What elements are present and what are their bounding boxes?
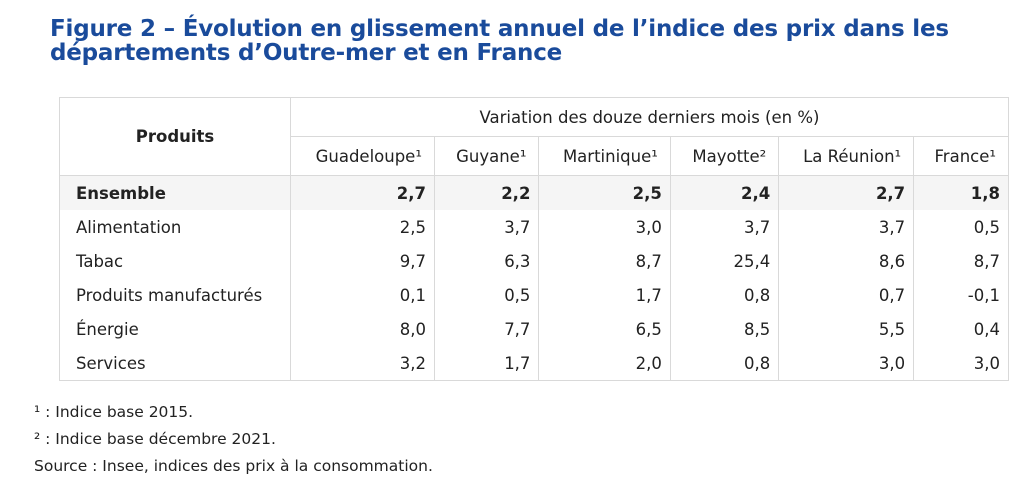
variation-header: Variation des douze derniers mois (en %) (290, 97, 1009, 137)
table-cell: 1,7 (538, 278, 671, 312)
table-cell: 3,0 (538, 210, 671, 244)
table-cell: 8,0 (290, 312, 435, 346)
table-cell: 8,7 (538, 244, 671, 278)
row-label: Tabac (59, 244, 291, 278)
table-cell: 8,5 (669, 312, 780, 346)
table-cell: 0,7 (778, 278, 915, 312)
table-cell: 8,6 (778, 244, 915, 278)
table-cell: 0,1 (290, 278, 435, 312)
column-header-martinique: Martinique¹ (538, 136, 671, 176)
table-row-services: Services 3,2 1,7 2,0 0,8 3,0 3,0 (59, 346, 1009, 381)
table-cell: 2,7 (778, 175, 915, 210)
table-row-produits-manufactures: Produits manufacturés 0,1 0,5 1,7 0,8 0,… (59, 278, 1009, 312)
table-cell: 0,4 (913, 312, 1009, 346)
table-cell: 2,7 (290, 175, 435, 210)
column-header-mayotte: Mayotte² (669, 136, 780, 176)
figure-title: Figure 2 – Évolution en glissement annue… (50, 17, 950, 65)
table-cell: 2,2 (433, 175, 540, 210)
products-column-header: Produits (59, 97, 291, 176)
row-label: Alimentation (59, 210, 291, 244)
table-cell: 3,0 (778, 346, 915, 381)
table-cell: 3,7 (778, 210, 915, 244)
row-label: Services (59, 346, 291, 381)
table-cell: 0,8 (669, 278, 780, 312)
table-cell: 1,7 (433, 346, 540, 381)
table-cell: 6,5 (538, 312, 671, 346)
table-cell: 2,0 (538, 346, 671, 381)
table-row-tabac: Tabac 9,7 6,3 8,7 25,4 8,6 8,7 (59, 244, 1009, 278)
table-cell: 0,5 (433, 278, 540, 312)
price-index-table: Produits Variation des douze derniers mo… (59, 97, 1009, 381)
footnotes: ¹ : Indice base 2015. ² : Indice base dé… (34, 399, 433, 480)
table-cell: 1,8 (913, 175, 1009, 210)
table-cell: 2,5 (538, 175, 671, 210)
table-cell: 9,7 (290, 244, 435, 278)
table-cell: 25,4 (669, 244, 780, 278)
table-cell: 0,8 (669, 346, 780, 381)
table-row-alimentation: Alimentation 2,5 3,7 3,0 3,7 3,7 0,5 (59, 210, 1009, 244)
table-subheader-row: Guadeloupe¹ Guyane¹ Martinique¹ Mayotte²… (60, 136, 1009, 176)
table-cell: 3,2 (290, 346, 435, 381)
column-header-france: France¹ (913, 136, 1009, 176)
figure-title-line-1: Figure 2 – Évolution en glissement annue… (50, 16, 949, 42)
footnote-1: ¹ : Indice base 2015. (34, 403, 194, 421)
table-header-row: Produits Variation des douze derniers mo… (59, 97, 1009, 176)
table-cell: 3,7 (669, 210, 780, 244)
table-cell: 7,7 (433, 312, 540, 346)
table-cell: 2,4 (669, 175, 780, 210)
row-label: Ensemble (59, 175, 291, 210)
table-cell: -0,1 (913, 278, 1009, 312)
row-label: Produits manufacturés (59, 278, 291, 312)
column-header-guadeloupe: Guadeloupe¹ (290, 136, 435, 176)
figure-title-line-2: départements d’Outre-mer et en France (50, 40, 563, 66)
table-cell: 2,5 (290, 210, 435, 244)
table-cell: 3,7 (433, 210, 540, 244)
table-cell: 0,5 (913, 210, 1009, 244)
table-row-ensemble: Ensemble 2,7 2,2 2,5 2,4 2,7 1,8 (59, 175, 1009, 210)
column-header-la-reunion: La Réunion¹ (778, 136, 915, 176)
table-cell: 5,5 (778, 312, 915, 346)
row-label: Énergie (59, 312, 291, 346)
source-note: Source : Insee, indices des prix à la co… (34, 457, 433, 475)
footnote-2: ² : Indice base décembre 2021. (34, 430, 276, 448)
table-cell: 3,0 (913, 346, 1009, 381)
table-cell: 6,3 (433, 244, 540, 278)
table-cell: 8,7 (913, 244, 1009, 278)
column-header-guyane: Guyane¹ (433, 136, 540, 176)
table-row-energie: Énergie 8,0 7,7 6,5 8,5 5,5 0,4 (59, 312, 1009, 346)
